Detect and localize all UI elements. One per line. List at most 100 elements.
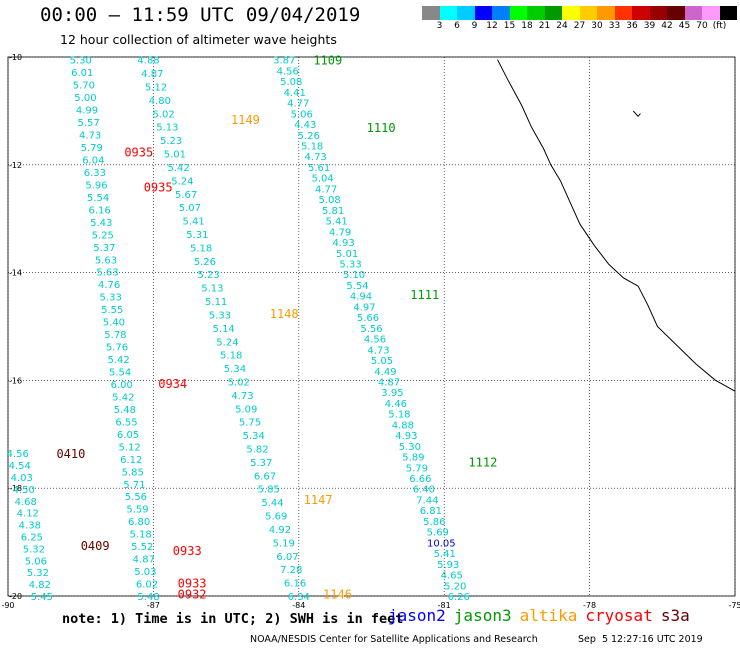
pass-label: 1111 — [410, 288, 439, 302]
wave-height-values: 3.874.565.084.414.775.064.435.265.184.73… — [7, 56, 470, 603]
wave-height-value: 6.81 — [420, 506, 442, 517]
wave-height-value: 4.38 — [19, 521, 41, 532]
map-title: 00:00 – 11:59 UTC 09/04/2019 — [40, 4, 361, 26]
wave-height-value: 6.26 — [448, 592, 470, 603]
wave-height-value: 4.93 — [395, 431, 417, 442]
wave-height-value: 5.82 — [246, 445, 268, 456]
wave-height-value: 5.30 — [399, 442, 421, 453]
color-scale-label: 6 — [454, 21, 460, 31]
wave-height-value: 5.33 — [100, 293, 122, 304]
color-swatch — [422, 6, 440, 20]
color-scale-label: 9 — [471, 21, 478, 31]
color-swatch — [492, 6, 510, 20]
pass-labels: 1109 1110 1111 1112 1149 1148 1147 1146 0935 0935… — [56, 54, 497, 602]
wave-height-value: 5.79 — [81, 143, 103, 154]
wave-height-value: 4.56 — [364, 335, 386, 346]
color-swatch — [579, 6, 597, 20]
lon-tick-label: -75 — [728, 601, 740, 610]
wave-height-value: 5.40 — [103, 318, 125, 329]
wave-height-value: 5.13 — [201, 284, 223, 295]
wave-height-value: 5.63 — [96, 268, 118, 279]
wave-height-value: 4.87 — [141, 69, 163, 80]
color-swatch — [457, 6, 475, 20]
lat-tick-label: -20 — [9, 592, 22, 601]
color-swatch — [562, 6, 580, 20]
wave-height-value: 4.41 — [284, 88, 306, 99]
wave-height-value: 5.18 — [130, 530, 152, 541]
wave-height-value: 5.10 — [343, 270, 365, 281]
color-scale-label: 18 — [521, 21, 533, 31]
wave-height-value: 5.41 — [434, 549, 456, 560]
map-frame — [7, 56, 736, 597]
wave-height-value: 4.49 — [374, 367, 396, 378]
wave-height-value: 6.00 — [111, 380, 133, 391]
wave-height-value: 6.55 — [115, 417, 137, 428]
wave-height-value: 10.05 — [427, 538, 456, 549]
coastline-path — [497, 59, 736, 392]
wave-height-value: 6.16 — [89, 205, 111, 216]
wave-height-value: 5.44 — [261, 498, 283, 509]
wave-height-value: 4.94 — [350, 292, 372, 303]
pass-label: 0410 — [56, 447, 85, 461]
pass-label: 1146 — [323, 587, 352, 601]
wave-height-value: 4.99 — [76, 106, 98, 117]
color-scale-label: 70 — [696, 21, 708, 31]
color-swatch — [474, 6, 492, 20]
wave-height-value: 4.56 — [277, 66, 299, 77]
wave-height-value: 4.93 — [332, 238, 354, 249]
wave-height-value: 4.54 — [9, 461, 31, 472]
wave-height-value: 4.87 — [378, 377, 400, 388]
color-scale-label: 24 — [556, 21, 568, 31]
wave-height-value: 5.09 — [235, 404, 257, 415]
color-swatch — [702, 6, 720, 20]
wave-height-value: 5.37 — [250, 458, 272, 469]
wave-height-value: 5.41 — [325, 217, 347, 228]
wave-height-value: 5.61 — [308, 163, 330, 174]
wave-height-value: 5.32 — [27, 568, 49, 579]
wave-height-value: 5.30 — [70, 56, 92, 67]
map-grid — [7, 56, 736, 597]
color-swatch — [632, 6, 650, 20]
wave-height-value: 5.67 — [175, 190, 197, 201]
wave-height-value: 5.18 — [388, 410, 410, 421]
lat-tick-label: -14 — [9, 269, 22, 278]
color-swatch — [439, 6, 457, 20]
wave-height-value: 5.33 — [339, 259, 361, 270]
wave-height-value: 4.97 — [353, 302, 375, 313]
color-scale-label: (ft) — [712, 21, 727, 31]
wave-height-value: 5.54 — [346, 281, 368, 292]
wave-height-value: 5.11 — [205, 297, 227, 308]
wave-height-value: 3.95 — [381, 388, 403, 399]
wave-height-value: 5.86 — [423, 517, 445, 528]
wave-height-value: 5.81 — [322, 206, 344, 217]
wave-height-value: 5.07 — [179, 203, 201, 214]
coastline — [497, 59, 736, 392]
wave-height-value: 6.33 — [84, 168, 106, 179]
legend-item-s3a: s3a — [660, 606, 690, 625]
wave-height-value: 5.06 — [25, 556, 47, 567]
wave-height-value: 5.20 — [444, 581, 466, 592]
wave-height-value: 4.56 — [7, 449, 29, 460]
wave-height-value: 5.02 — [152, 109, 174, 120]
color-scale-label: 36 — [626, 21, 638, 31]
wave-height-value: 5.32 — [23, 544, 45, 555]
wave-height-value: 5.42 — [112, 392, 134, 403]
wave-height-value: 5.12 — [145, 83, 167, 94]
legend-item-jason3: jason3 — [453, 606, 512, 625]
wave-height-value: 5.48 — [114, 405, 136, 416]
wave-height-value: 6.25 — [21, 532, 43, 543]
wave-height-value: 5.24 — [216, 337, 238, 348]
wave-height-value: 5.08 — [280, 77, 302, 88]
wave-height-value: 4.50 — [13, 485, 35, 496]
wave-height-value: 5.37 — [93, 243, 115, 254]
wave-height-value: 5.85 — [122, 467, 144, 478]
wave-height-value: 5.26 — [298, 131, 320, 142]
lat-tick-label: -10 — [9, 53, 22, 62]
wave-height-value: 5.55 — [101, 305, 123, 316]
wave-height-value: 5.13 — [156, 123, 178, 134]
pass-label: 0932 — [178, 587, 207, 601]
wave-height-value: 5.89 — [402, 453, 424, 464]
satellite-legend: jason2 jason3 altika cryosat s3a — [388, 606, 698, 625]
wave-height-value: 5.18 — [301, 142, 323, 153]
